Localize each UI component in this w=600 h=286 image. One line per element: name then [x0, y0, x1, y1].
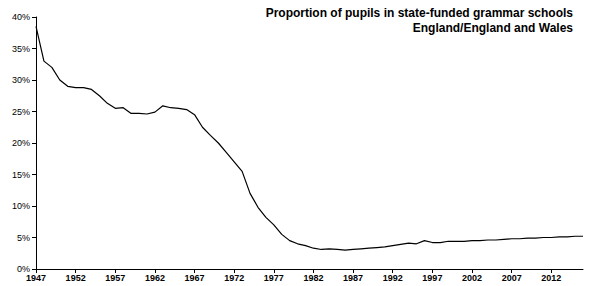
- svg-text:1972: 1972: [224, 273, 244, 283]
- svg-text:20%: 20%: [12, 138, 30, 148]
- svg-text:2007: 2007: [502, 273, 522, 283]
- svg-text:25%: 25%: [12, 107, 30, 117]
- svg-text:2012: 2012: [541, 273, 561, 283]
- svg-text:5%: 5%: [17, 233, 30, 243]
- svg-text:35%: 35%: [12, 44, 30, 54]
- svg-text:1977: 1977: [264, 273, 284, 283]
- svg-text:1992: 1992: [383, 273, 403, 283]
- svg-text:15%: 15%: [12, 170, 30, 180]
- svg-text:1952: 1952: [66, 273, 86, 283]
- svg-text:Proportion of pupils in state-: Proportion of pupils in state-funded gra…: [266, 6, 574, 20]
- svg-text:40%: 40%: [12, 12, 30, 22]
- svg-text:30%: 30%: [12, 75, 30, 85]
- svg-text:1997: 1997: [422, 273, 442, 283]
- svg-text:1967: 1967: [185, 273, 205, 283]
- svg-text:0%: 0%: [17, 264, 30, 274]
- svg-text:1947: 1947: [26, 273, 46, 283]
- svg-text:1962: 1962: [145, 273, 165, 283]
- svg-text:1957: 1957: [105, 273, 125, 283]
- svg-text:2002: 2002: [462, 273, 482, 283]
- svg-text:10%: 10%: [12, 201, 30, 211]
- svg-text:England/England and Wales: England/England and Wales: [413, 21, 574, 35]
- svg-text:1982: 1982: [303, 273, 323, 283]
- svg-text:1987: 1987: [343, 273, 363, 283]
